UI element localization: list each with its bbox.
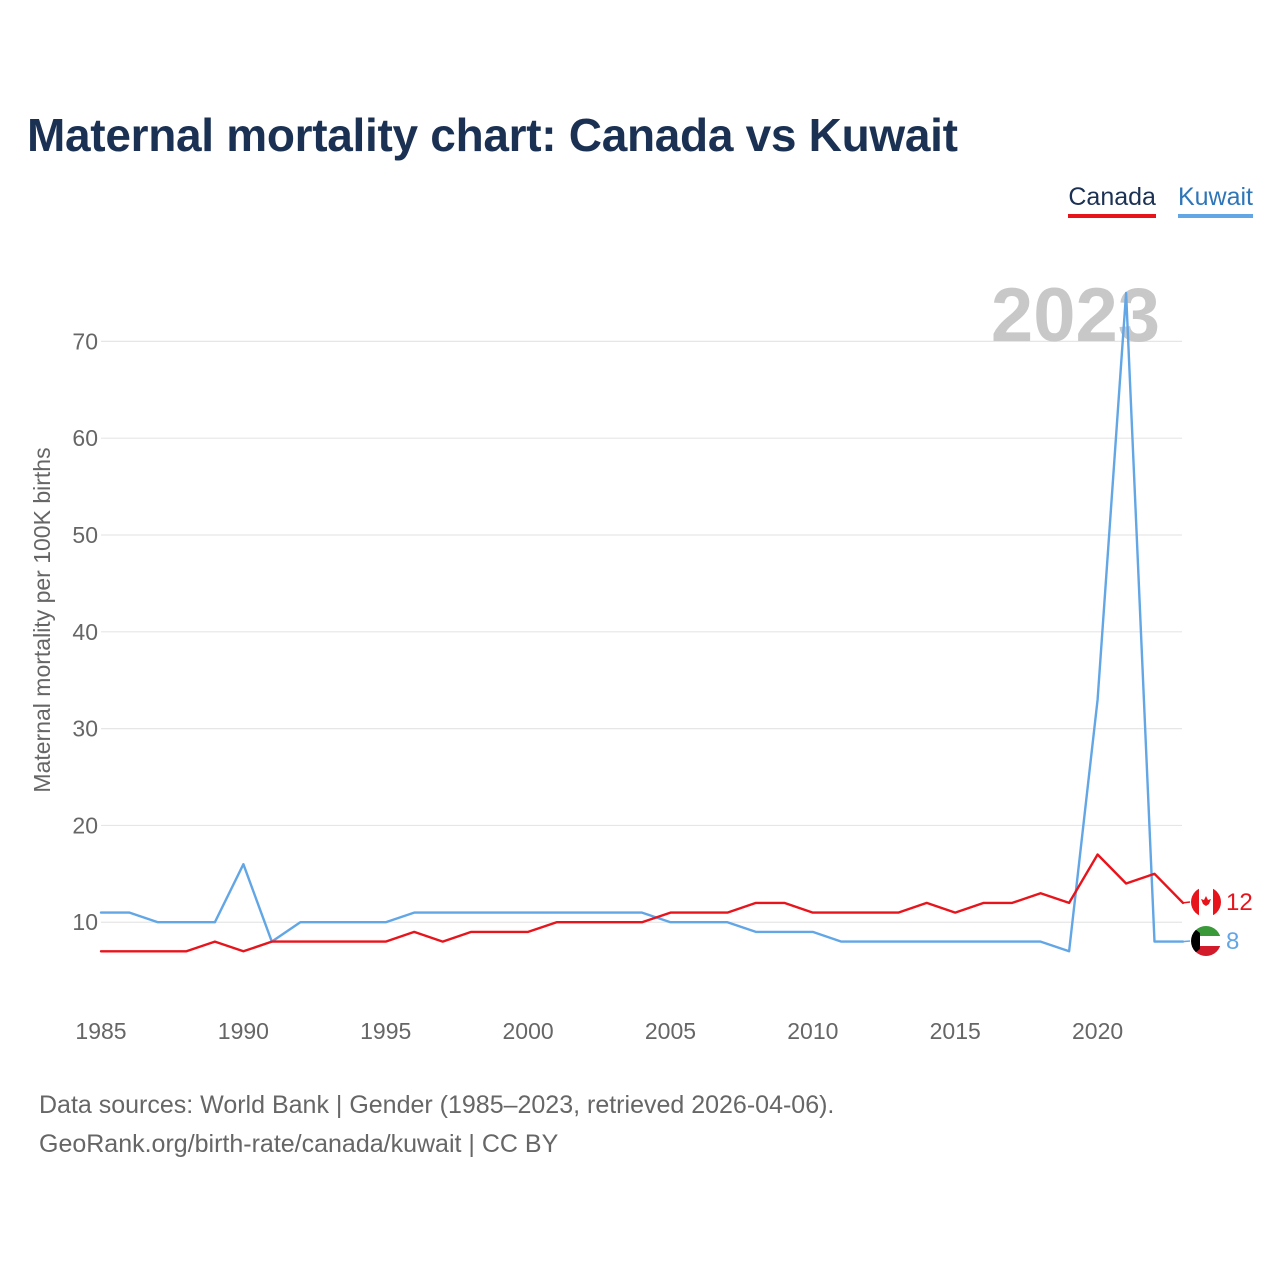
end-label-canada: 12 — [1226, 889, 1253, 916]
y-tick-label-70: 70 — [72, 328, 98, 354]
y-tick-label-10: 10 — [72, 909, 98, 935]
source-line-2[interactable]: GeoRank.org/birth-rate/canada/kuwait | C… — [39, 1130, 559, 1158]
canada-flag-icon — [1191, 887, 1221, 917]
end-connector-canada — [1182, 901, 1191, 904]
x-axis-ticks: 1985 1990 1995 2000 2005 2010 2015 2020 — [75, 1018, 1123, 1044]
y-tick-label-30: 30 — [72, 716, 98, 742]
end-label-kuwait: 8 — [1226, 928, 1239, 955]
x-tick-label-2015: 2015 — [930, 1018, 981, 1044]
line-chart: 2023 10 20 30 40 50 60 70 1985 1990 1995 2000 2005… — [29, 273, 1253, 1044]
grid-lines — [101, 340, 1182, 923]
legend-canada[interactable]: Canada — [1068, 183, 1156, 218]
source-note: Data sources: World Bank | Gender (1985–… — [39, 1086, 834, 1164]
y-tick-label-50: 50 — [72, 522, 98, 548]
source-line-1: Data sources: World Bank | Gender (1985–… — [39, 1091, 835, 1119]
series-line-kuwait — [99, 291, 1185, 953]
series-lines — [99, 291, 1185, 953]
y-axis-label: Maternal mortality per 100K births — [29, 447, 55, 792]
legend-kuwait[interactable]: Kuwait — [1177, 183, 1253, 218]
end-connector-kuwait — [1182, 940, 1191, 943]
series-line-canada — [99, 853, 1185, 953]
kuwait-flag-icon — [1191, 926, 1221, 956]
legend: Canada Kuwait — [1068, 183, 1253, 218]
end-labels: 128 — [1182, 889, 1253, 955]
x-tick-label-2020: 2020 — [1072, 1018, 1123, 1044]
chart-title: Maternal mortality chart: Canada vs Kuwa… — [27, 109, 958, 161]
y-tick-label-60: 60 — [72, 425, 98, 451]
x-tick-label-1995: 1995 — [360, 1018, 411, 1044]
x-tick-label-1990: 1990 — [218, 1018, 269, 1044]
x-tick-label-2005: 2005 — [645, 1018, 696, 1044]
y-axis-ticks: 10 20 30 40 50 60 70 — [72, 328, 98, 935]
y-tick-label-40: 40 — [72, 619, 98, 645]
x-tick-label-1985: 1985 — [75, 1018, 126, 1044]
year-watermark: 2023 — [991, 273, 1160, 358]
x-tick-label-2000: 2000 — [503, 1018, 554, 1044]
x-tick-label-2010: 2010 — [787, 1018, 838, 1044]
y-tick-label-20: 20 — [72, 812, 98, 838]
